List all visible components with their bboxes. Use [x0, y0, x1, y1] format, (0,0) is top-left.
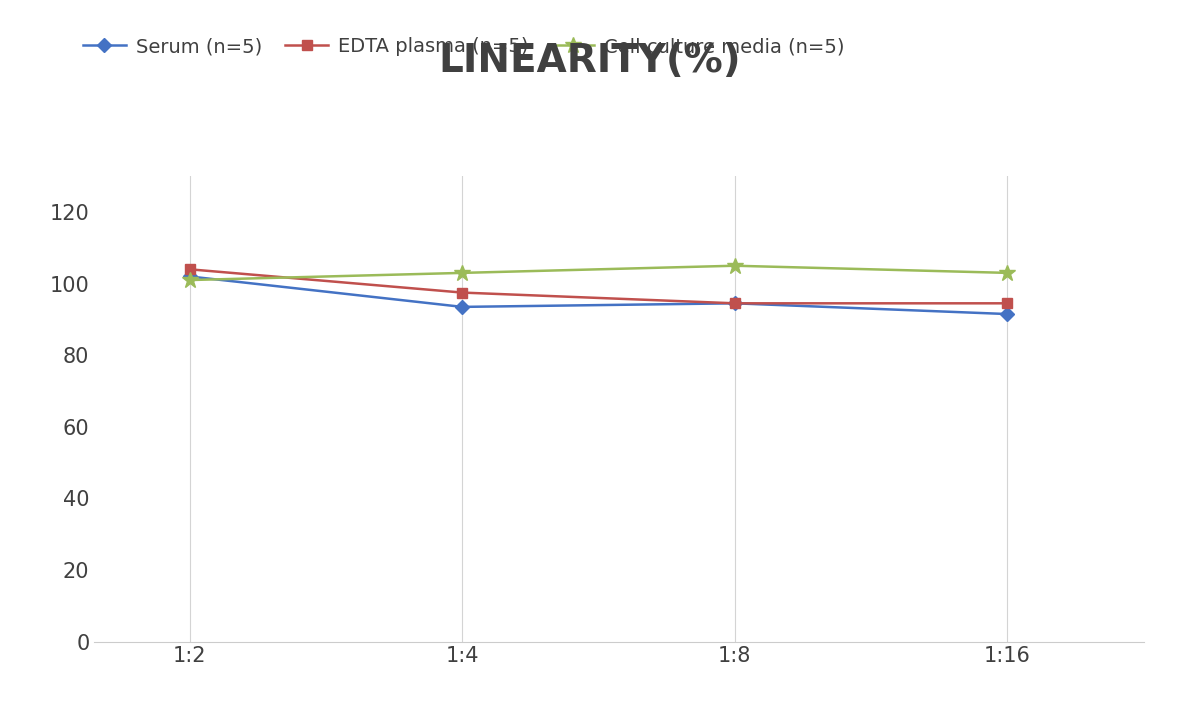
Serum (n=5): [1000, 309, 1014, 318]
Serum (n=5): [183, 272, 197, 281]
Line: Serum (n=5): Serum (n=5): [185, 271, 1013, 319]
Cell culture media (n=5): [183, 276, 197, 284]
Cell culture media (n=5): [1000, 269, 1014, 277]
Text: LINEARITY(%): LINEARITY(%): [439, 42, 740, 80]
Cell culture media (n=5): [455, 269, 469, 277]
Cell culture media (n=5): [727, 262, 742, 270]
Line: Cell culture media (n=5): Cell culture media (n=5): [182, 257, 1015, 288]
EDTA plasma (n=5): [727, 299, 742, 307]
EDTA plasma (n=5): [455, 288, 469, 297]
EDTA plasma (n=5): [1000, 299, 1014, 307]
Serum (n=5): [727, 299, 742, 307]
Line: EDTA plasma (n=5): EDTA plasma (n=5): [185, 264, 1013, 308]
Legend: Serum (n=5), EDTA plasma (n=5), Cell culture media (n=5): Serum (n=5), EDTA plasma (n=5), Cell cul…: [83, 37, 844, 56]
Serum (n=5): [455, 302, 469, 311]
EDTA plasma (n=5): [183, 265, 197, 274]
